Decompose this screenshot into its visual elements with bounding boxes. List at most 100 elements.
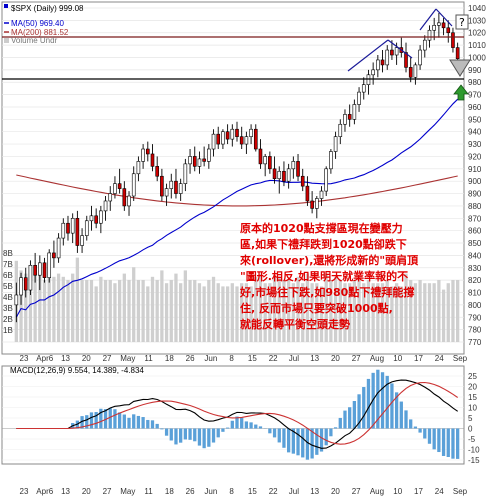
volume-bar [343, 283, 347, 342]
candle-body [66, 222, 70, 234]
x-tick-label: 17 [414, 354, 423, 363]
macd-histogram-bar [225, 427, 230, 429]
x-tick-label: Apr6 [36, 354, 53, 363]
x-tick-label: 15 [248, 487, 257, 496]
candle-body [441, 22, 446, 29]
candle-body [329, 151, 333, 170]
macd-histogram-bar [441, 428, 446, 456]
volume-tick-label: 1B [3, 326, 13, 335]
candle-body [437, 22, 441, 26]
macd-histogram-bar [155, 423, 159, 429]
macd-tick-label: 5 [468, 414, 473, 423]
macd-histogram-bar [338, 417, 342, 429]
x-tick-label: 8 [229, 487, 234, 496]
macd-histogram-bar [409, 419, 413, 429]
x-tick-label: Aug [370, 354, 384, 363]
x-tick-label: 23 [20, 354, 29, 363]
candles [14, 12, 460, 323]
volume-bar [235, 286, 239, 342]
x-tick-label: 18 [165, 487, 174, 496]
volume-bar [94, 286, 98, 342]
volume-bar [263, 283, 267, 342]
chart-title: $SPX (Daily) 999.08 [11, 4, 84, 13]
x-tick-label: 13 [310, 487, 319, 496]
candle-body [141, 148, 145, 162]
volume-bar [362, 283, 366, 342]
macd-histogram-bar [394, 392, 399, 429]
candle-body [47, 252, 52, 278]
volume-bar [385, 280, 389, 342]
macd-histogram-bar [132, 414, 136, 429]
candle-body [183, 163, 188, 184]
volume-bar [376, 283, 380, 342]
y-tick-label: 1020 [468, 29, 486, 38]
volume-bar [216, 283, 220, 342]
volume-bar [277, 276, 281, 342]
candle-body [422, 39, 427, 51]
candle-body [361, 84, 366, 93]
x-tick-label: 22 [269, 487, 278, 496]
x-tick-label: 27 [103, 487, 112, 496]
y-tick-label: 1040 [468, 4, 486, 13]
macd-histogram-bar [301, 428, 305, 458]
volume-bar [221, 286, 225, 342]
x-tick-label: 20 [331, 487, 340, 496]
candle-body [300, 175, 305, 187]
macd-histogram-bar [80, 416, 84, 429]
macd-label: MACD(12,26,9) 9.554, 14.389, -4.834 [10, 366, 144, 375]
candle-body [56, 237, 61, 259]
macd-histogram-bar [286, 428, 291, 453]
candle-body [394, 47, 399, 56]
volume-bar [324, 273, 328, 342]
volume-bar [56, 273, 61, 342]
candle-body [80, 235, 84, 246]
candle-body [305, 185, 310, 202]
volume-bar [418, 280, 422, 342]
x-tick-label: May [120, 354, 135, 363]
macd-histogram-bar [376, 369, 380, 429]
candle-body [244, 136, 249, 145]
candle-body [33, 265, 37, 276]
candle-body [258, 148, 263, 165]
volume-bar [286, 280, 291, 342]
candle-body [150, 153, 155, 167]
volume-bar [19, 270, 23, 342]
volume-bar [268, 283, 272, 342]
macd-histogram-bar [146, 419, 150, 429]
candle-body [117, 183, 122, 189]
legend-ma200: MA(200) 881.52 [11, 28, 69, 37]
macd-histogram-bar [366, 378, 371, 429]
macd-histogram-bar [207, 428, 211, 447]
y-tick-label: 940 [468, 128, 482, 137]
candle-body [413, 64, 418, 78]
macd-x-axis: 23 Apr6 13 20 27 May 11 18 26 Jun 8 15 22 Jul 13 20 27 Au… [20, 487, 468, 496]
volume-bar [38, 267, 42, 342]
volume-bar [132, 267, 136, 342]
candle-body [42, 262, 47, 278]
volume-tick-label: 3B [3, 304, 13, 313]
macd-tick-label: -15 [468, 456, 480, 465]
macd-histogram-bar [348, 407, 352, 429]
macd-histogram-bar [94, 412, 98, 429]
macd-histogram-bar [315, 428, 319, 455]
macd-histogram-bar [413, 426, 418, 429]
volume-bar [446, 283, 450, 342]
annotation-line-6: 住, 反而市場只要突破1000點, [240, 301, 393, 315]
annotation-line-5: 好,市場往下跌,如980點下禮拜能撐 [239, 285, 414, 299]
annotation-line-2: 區,如果下禮拜跌到1020點卻跌下 [240, 237, 407, 251]
volume-bar [333, 276, 338, 342]
y-tick-label: 910 [468, 165, 482, 174]
x-tick-label: Apr6 [36, 487, 53, 496]
candle-body [338, 123, 343, 137]
macd-histogram-bar [89, 412, 94, 429]
volume-bar [352, 280, 357, 342]
y-tick-label: 840 [468, 251, 482, 260]
trendline-shoulder-down [387, 39, 413, 59]
candle-body [127, 195, 131, 207]
candle-body [446, 27, 451, 34]
macd-histogram-bar [85, 415, 89, 429]
candle-body [427, 29, 432, 41]
macd-histogram-bar [380, 372, 385, 429]
